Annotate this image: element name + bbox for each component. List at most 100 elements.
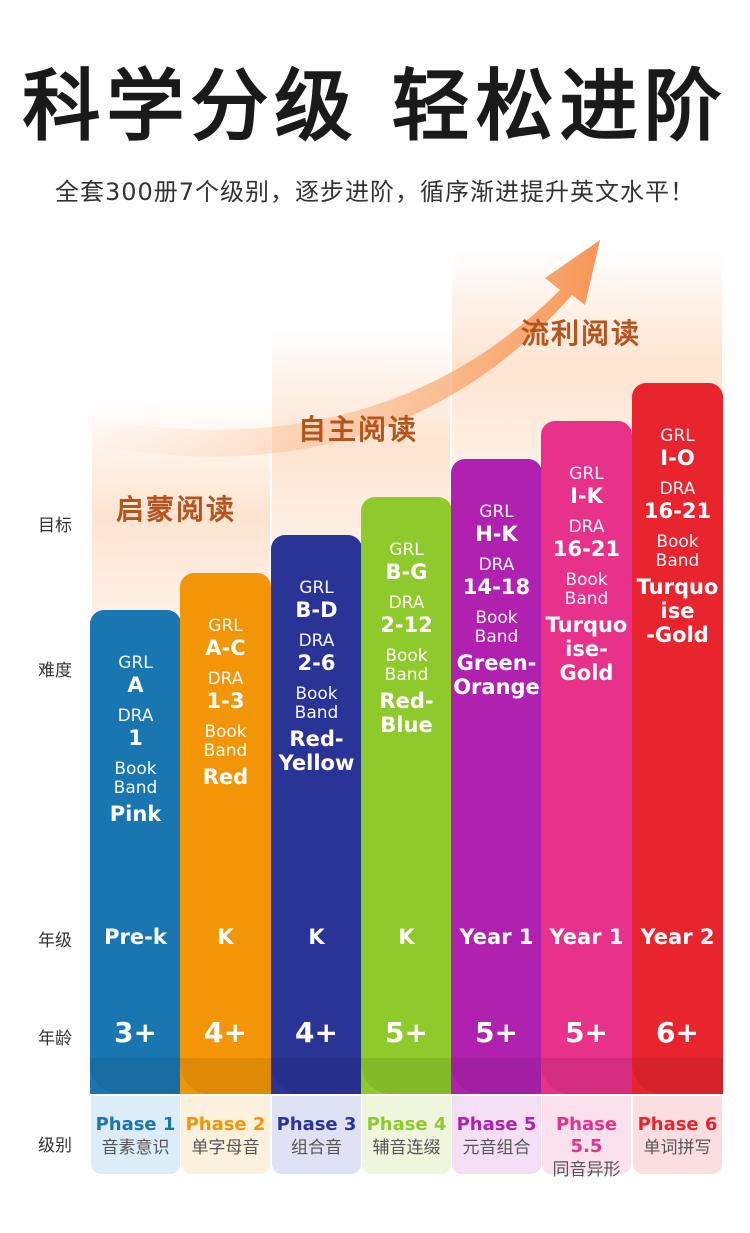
stage-label-enlightenment: 启蒙阅读 — [116, 493, 237, 526]
phase-column: GRL A DRA 1 Book Band Pink Pre-k 3+ — [90, 610, 181, 1094]
phonics-focus: 元音组合 — [462, 1138, 531, 1158]
dra-value: 1 — [128, 726, 143, 750]
dra-value: 16-21 — [552, 537, 621, 561]
page-title: 科学分级 轻松进阶 — [22, 62, 728, 152]
book-band-value: Red- Blue — [379, 689, 434, 737]
dra-value: 1-3 — [206, 689, 245, 713]
phase-tab: Phase 1 音素意识 — [91, 1096, 180, 1174]
phase-tab: Phase 4 辅音连缀 — [362, 1096, 451, 1174]
book-band-label: Book Band — [294, 684, 339, 723]
column-tail-curve — [632, 1058, 723, 1094]
dra-value: 16-21 — [643, 499, 712, 523]
phase-name: Phase 3 — [276, 1114, 357, 1135]
book-band-value: Turquo ise -Gold — [636, 575, 719, 647]
phase-column: GRL I-O DRA 16-21 Book Band Turquo ise -Gold Y… — [632, 383, 723, 1094]
age-value: 4+ — [295, 1016, 338, 1049]
phase-column: GRL B-G DRA 2-12 Book Band Red- Blue K 5+ — [361, 497, 452, 1094]
grl-label: GRL — [479, 502, 514, 522]
phase-column: GRL A-C DRA 1-3 Book Band Red K 4+ — [180, 573, 271, 1094]
phase-name: Phase 4 — [366, 1114, 447, 1135]
column-tail-curve — [451, 1058, 542, 1094]
book-band-label: Book Band — [564, 570, 609, 609]
age-value: 6+ — [656, 1016, 699, 1049]
grl-value: H-K — [475, 522, 518, 546]
grl-value: B-G — [385, 560, 428, 584]
row-label-age: 年龄 — [38, 1029, 72, 1049]
phase-tab: Phase 3 组合音 — [272, 1096, 361, 1174]
phase-name: Phase 6 — [637, 1114, 718, 1135]
grade-value: K — [217, 925, 234, 949]
phase-tab: Phase 5 元音组合 — [452, 1096, 541, 1174]
dra-value: 2-12 — [380, 613, 433, 637]
dra-label: DRA — [117, 706, 154, 726]
row-label-difficulty: 难度 — [38, 661, 72, 681]
book-band-label: Book Band — [384, 646, 429, 685]
row-label-goal: 目标 — [38, 516, 72, 536]
age-value: 5+ — [475, 1016, 518, 1049]
grade-value: K — [308, 925, 325, 949]
level-info: GRL A-C DRA 1-3 Book Band Red — [180, 617, 271, 790]
level-info: GRL I-O DRA 16-21 Book Band Turquo ise -Gold — [632, 426, 723, 648]
grade-value: Pre-k — [104, 925, 167, 949]
phase-name: Phase 5.5 — [555, 1114, 618, 1157]
phase-tab: Phase 2 单字母音 — [181, 1096, 270, 1174]
phase-name: Phase 1 — [95, 1114, 176, 1135]
phonics-focus: 组合音 — [291, 1138, 342, 1158]
dra-label: DRA — [388, 593, 425, 613]
phase-tab: Phase 5.5 同音异形 — [542, 1096, 631, 1180]
phonics-focus: 单字母音 — [191, 1138, 260, 1158]
phase-column: GRL B-D DRA 2-6 Book Band Red- Yellow K 4+ — [271, 535, 362, 1094]
stage-label-fluent: 流利阅读 — [521, 317, 642, 350]
phase-name: Phase 5 — [456, 1114, 537, 1135]
grl-value: I-O — [660, 446, 695, 470]
column-tail-curve — [361, 1058, 452, 1094]
dra-label: DRA — [298, 631, 335, 651]
grade-value: Year 1 — [459, 925, 534, 949]
grl-label: GRL — [299, 578, 334, 598]
phonics-focus: 同音异形 — [552, 1160, 621, 1180]
book-band-label: Book Band — [203, 722, 248, 761]
phase-column: GRL H-K DRA 14-18 Book Band Green- Orange Year… — [451, 459, 542, 1094]
dra-value: 14-18 — [462, 575, 531, 599]
upper-arrow-body — [90, 240, 600, 457]
book-band-label: Book Band — [474, 608, 519, 647]
row-label-grade: 年级 — [38, 931, 72, 951]
level-info: GRL I-K DRA 16-21 Book Band Turquo ise- Gold — [541, 464, 632, 686]
grl-value: I-K — [570, 484, 603, 508]
dra-value: 2-6 — [297, 651, 336, 675]
column-tail-curve — [180, 1058, 271, 1094]
grade-value: K — [398, 925, 415, 949]
age-value: 4+ — [204, 1016, 247, 1049]
phonics-focus: 单词拼写 — [643, 1138, 712, 1158]
age-value: 5+ — [385, 1016, 428, 1049]
grl-label: GRL — [569, 464, 604, 484]
book-band-label: Book Band — [655, 532, 700, 571]
phonics-focus: 辅音连缀 — [372, 1138, 441, 1158]
phase-column: GRL I-K DRA 16-21 Book Band Turquo ise- Gold Y… — [541, 421, 632, 1094]
column-tail-curve — [90, 1058, 181, 1094]
dra-label: DRA — [568, 517, 605, 537]
book-band-value: Green- Orange — [453, 651, 540, 699]
grl-value: A-C — [205, 636, 246, 660]
grl-value: A — [127, 673, 144, 697]
age-value: 5+ — [565, 1016, 608, 1049]
phase-name: Phase 2 — [185, 1114, 266, 1135]
level-info: GRL A DRA 1 Book Band Pink — [90, 653, 181, 827]
book-band-value: Red- Yellow — [278, 727, 355, 775]
page-subtitle: 全套300册7个级别，逐步进阶，循序渐进提升英文水平！ — [54, 178, 696, 206]
phase-tab: Phase 6 单词拼写 — [633, 1096, 722, 1174]
book-band-label: Book Band — [113, 759, 158, 798]
phonics-focus: 音素意识 — [101, 1138, 170, 1158]
stage-label-independent: 自主阅读 — [298, 413, 419, 446]
grade-value: Year 2 — [640, 925, 715, 949]
grl-value: B-D — [295, 598, 338, 622]
grl-label: GRL — [118, 653, 153, 673]
level-info: GRL B-D DRA 2-6 Book Band Red- Yellow — [271, 578, 362, 776]
row-label-level: 级别 — [38, 1136, 72, 1156]
dra-label: DRA — [207, 669, 244, 689]
grade-value: Year 1 — [549, 925, 624, 949]
level-info: GRL B-G DRA 2-12 Book Band Red- Blue — [361, 540, 452, 738]
book-band-value: Red — [202, 765, 249, 789]
grl-label: GRL — [389, 540, 424, 560]
grl-label: GRL — [660, 426, 695, 446]
